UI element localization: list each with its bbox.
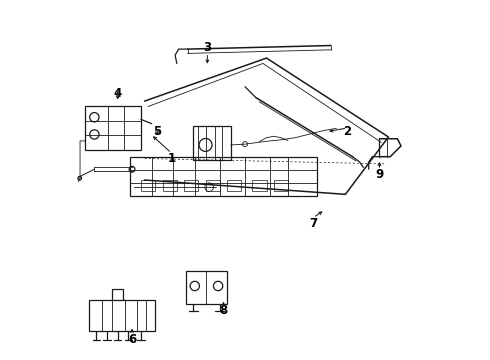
Bar xyxy=(89,300,155,330)
Text: 2: 2 xyxy=(343,125,351,138)
Text: 1: 1 xyxy=(168,152,175,165)
Bar xyxy=(163,180,177,191)
Bar xyxy=(193,126,231,160)
Bar xyxy=(205,180,220,191)
Bar xyxy=(141,180,155,191)
Bar xyxy=(227,180,242,191)
Text: 7: 7 xyxy=(309,216,317,230)
Bar xyxy=(252,180,267,191)
Text: 9: 9 xyxy=(375,168,384,181)
Bar xyxy=(274,180,288,191)
Text: 8: 8 xyxy=(220,305,228,318)
Text: 6: 6 xyxy=(128,333,136,346)
Text: 4: 4 xyxy=(114,87,122,100)
Bar xyxy=(85,107,141,149)
Bar xyxy=(184,180,198,191)
Bar xyxy=(130,157,317,196)
Text: 3: 3 xyxy=(203,41,211,54)
Bar xyxy=(186,271,227,304)
Text: 5: 5 xyxy=(153,125,161,138)
